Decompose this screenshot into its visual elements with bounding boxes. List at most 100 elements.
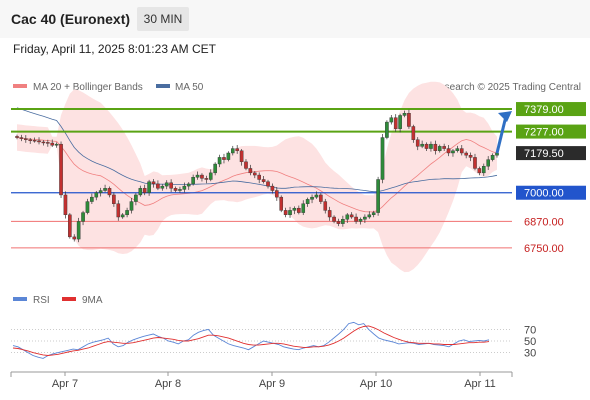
candle-body	[314, 194, 319, 198]
candle-body	[186, 183, 191, 187]
candle-body	[411, 126, 416, 140]
candle-body	[486, 159, 490, 167]
candle-body	[288, 210, 292, 216]
candle-body	[142, 188, 147, 193]
candle-body	[490, 154, 495, 160]
rsi-legend: RSI 9MA	[13, 295, 103, 306]
forecast-arrow-shaft	[495, 115, 508, 154]
candle-body	[15, 136, 19, 138]
candle-body	[279, 196, 284, 211]
candle-body	[464, 152, 468, 156]
candle-body	[160, 185, 165, 189]
candle-body	[59, 143, 63, 196]
timeframe-button[interactable]: 30 MIN	[137, 7, 189, 31]
candle-body	[341, 219, 345, 224]
level-label-7379.00: 7379.00	[524, 104, 564, 116]
candle-body	[376, 179, 380, 213]
x-axis: Apr 7 Apr 8 Apr 9 Apr 10 Apr 11	[10, 371, 513, 390]
ma9-legend-swatch	[62, 297, 76, 301]
chart-header: Cac 40 (Euronext) 30 MIN	[0, 0, 590, 38]
candle-body	[195, 174, 200, 178]
level-label-6750.00: 6750.00	[524, 243, 564, 255]
candle-body	[371, 212, 376, 216]
ma50-legend-label: MA 50	[175, 82, 204, 93]
candle-body	[244, 161, 248, 169]
candle-body	[292, 207, 297, 211]
candle-body	[323, 201, 328, 211]
timestamp: Friday, April 11, 2025 8:01:23 AM CET	[13, 42, 216, 56]
candle-body	[156, 183, 160, 189]
candle-body	[120, 214, 125, 218]
candle-body	[349, 214, 354, 218]
candle-body	[261, 179, 266, 182]
rsi-legend-swatch	[13, 297, 27, 301]
candle-body	[451, 150, 455, 154]
level-tag-7277.00	[516, 124, 586, 139]
candle-body	[19, 137, 24, 139]
x-tick-label: Apr 10	[360, 378, 392, 390]
candle-body	[182, 185, 187, 190]
candle-body	[235, 148, 239, 151]
candle-body	[85, 201, 90, 213]
candle-body	[204, 178, 209, 180]
candle-body	[90, 196, 94, 202]
candle-body	[54, 143, 59, 146]
candle-body	[266, 181, 270, 187]
candle-body	[191, 177, 195, 185]
candle-body	[200, 174, 204, 179]
candle-body	[345, 214, 350, 220]
candle-body	[407, 113, 411, 127]
candle-body	[230, 148, 235, 154]
ma9-legend-label: 9MA	[82, 295, 103, 306]
candle-body	[336, 221, 341, 224]
candle-body	[319, 194, 323, 202]
candle-body	[252, 172, 257, 176]
x-tick-label: Apr 9	[259, 378, 285, 390]
candle-body	[424, 143, 429, 149]
level-label-7277.00: 7277.00	[524, 127, 564, 139]
candle-body	[459, 148, 464, 154]
candle-body	[398, 115, 402, 129]
candle-body	[402, 113, 407, 116]
candle-body	[283, 210, 288, 216]
ma50-line	[16, 107, 498, 193]
ma50-legend-swatch	[156, 84, 170, 88]
candle-body	[433, 143, 438, 151]
candle-body	[332, 216, 336, 222]
candle-body	[151, 181, 156, 185]
candle-body	[76, 221, 81, 240]
credit-text: Research © 2025 Trading Central	[432, 82, 581, 93]
candle-body	[169, 182, 173, 189]
candle-body	[116, 203, 121, 218]
candle-body	[32, 139, 37, 142]
ma20-legend-swatch	[13, 84, 27, 88]
candle-body	[358, 219, 363, 222]
candle-body	[380, 137, 385, 180]
candle-body	[217, 157, 222, 165]
last-price-tag	[516, 146, 586, 161]
candle-body	[385, 121, 389, 138]
candle-body	[28, 139, 33, 141]
level-label-6870.00: 6870.00	[524, 216, 564, 228]
x-tick-label: Apr 11	[464, 378, 496, 390]
candle-body	[301, 203, 306, 213]
candle-body	[41, 141, 46, 144]
candle-body	[222, 157, 226, 160]
candle-body	[226, 152, 231, 160]
rsi-tick-label: 70	[524, 324, 536, 336]
last-price-label: 7179.50	[524, 148, 564, 160]
rsi-line	[12, 321, 490, 359]
candle-body	[125, 210, 129, 216]
candle-body	[147, 181, 151, 193]
candle-body	[50, 142, 55, 146]
candle-body	[68, 214, 72, 238]
price-pane: 7379.00 7277.00 7000.00 6870.00 6750.00 7179.…	[11, 81, 586, 273]
candle-body	[107, 188, 112, 196]
candle-body	[81, 212, 85, 222]
candle-body	[495, 152, 499, 156]
candle-body	[305, 199, 310, 204]
rsi-tick-label: 50	[524, 336, 536, 348]
rsi-ma-line	[12, 325, 490, 356]
